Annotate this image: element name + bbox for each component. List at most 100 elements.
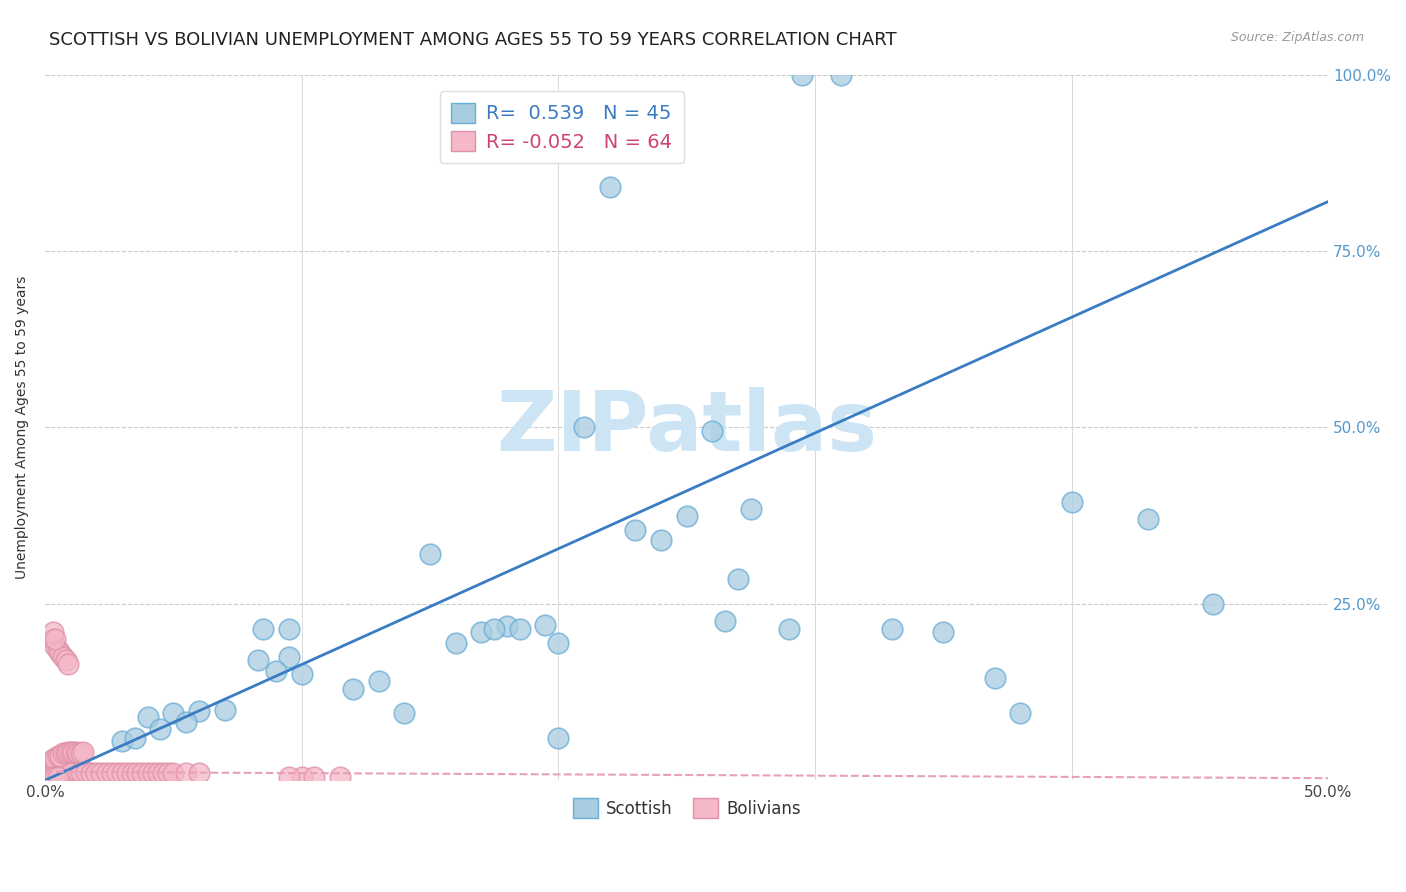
Point (49, 646, 72, 660)
Point (46, 770, 69, 784)
Point (252, 622, 274, 636)
Point (52, 649, 75, 664)
Point (46, 756, 69, 770)
Point (394, 706, 416, 721)
Point (67, 747, 90, 761)
Point (56, 657, 79, 671)
Point (599, 180, 621, 194)
Point (1060, 494, 1083, 508)
Point (90, 766, 112, 780)
Text: SCOTTISH VS BOLIVIAN UNEMPLOYMENT AMONG AGES 55 TO 59 YEARS CORRELATION CHART: SCOTTISH VS BOLIVIAN UNEMPLOYMENT AMONG … (49, 31, 897, 49)
Point (111, 766, 134, 780)
Point (214, 703, 236, 717)
Point (778, 622, 800, 636)
Point (46, 748, 69, 763)
Point (790, 68, 813, 82)
Point (162, 766, 184, 780)
Point (56, 745, 79, 759)
Point (547, 731, 569, 745)
Point (46, 764, 69, 779)
Point (277, 622, 299, 636)
Point (65, 745, 87, 759)
Point (41, 770, 63, 784)
Point (56, 763, 79, 777)
Point (188, 704, 211, 718)
Point (1201, 597, 1223, 611)
Point (470, 625, 492, 640)
Point (127, 766, 149, 780)
Point (131, 766, 153, 780)
Legend: Scottish, Bolivians: Scottish, Bolivians (567, 791, 807, 825)
Point (49, 748, 72, 763)
Point (291, 770, 314, 784)
Point (44, 759, 66, 773)
Point (44, 752, 66, 766)
Point (49, 756, 72, 770)
Point (136, 710, 159, 724)
Point (482, 622, 505, 636)
Point (152, 766, 174, 780)
Point (100, 766, 122, 780)
Point (59, 763, 82, 777)
Point (246, 653, 269, 667)
Point (41, 632, 63, 647)
Point (342, 681, 364, 696)
Point (624, 523, 647, 537)
Point (62, 745, 84, 759)
Point (304, 770, 326, 784)
Point (44, 632, 66, 647)
Point (142, 766, 165, 780)
Point (188, 766, 211, 780)
Point (80, 766, 103, 780)
Point (115, 766, 138, 780)
Point (572, 420, 595, 434)
Point (727, 572, 749, 586)
Point (650, 533, 672, 548)
Point (291, 667, 314, 681)
Point (496, 619, 519, 633)
Point (547, 635, 569, 649)
Point (149, 723, 172, 737)
Point (157, 766, 180, 780)
Point (329, 770, 352, 784)
Point (75, 764, 97, 779)
Point (174, 715, 197, 730)
Point (124, 731, 146, 745)
Point (702, 424, 724, 438)
Point (1137, 512, 1160, 526)
Point (830, 68, 852, 82)
Point (44, 639, 66, 653)
Point (1010, 706, 1032, 721)
Point (55, 747, 77, 761)
Point (59, 745, 82, 759)
Point (277, 770, 299, 784)
Point (41, 759, 63, 773)
Point (740, 501, 762, 516)
Point (264, 664, 287, 678)
Point (277, 649, 299, 664)
Point (72, 745, 94, 759)
Point (55, 653, 77, 667)
Point (111, 734, 134, 748)
Point (44, 766, 66, 780)
Text: ZIPatlas: ZIPatlas (496, 387, 877, 468)
Text: Source: ZipAtlas.com: Source: ZipAtlas.com (1230, 31, 1364, 45)
Point (419, 548, 441, 562)
Point (41, 625, 63, 640)
Point (509, 622, 531, 636)
Point (880, 622, 903, 636)
Point (96, 766, 118, 780)
Point (534, 618, 557, 632)
Point (65, 763, 87, 777)
Point (46, 642, 69, 657)
Point (932, 625, 955, 640)
Point (983, 671, 1005, 685)
Point (444, 635, 467, 649)
Point (105, 766, 128, 780)
Point (49, 764, 72, 779)
Point (70, 747, 93, 761)
Point (41, 766, 63, 780)
Point (55, 763, 77, 777)
Point (121, 766, 143, 780)
Point (52, 747, 75, 761)
